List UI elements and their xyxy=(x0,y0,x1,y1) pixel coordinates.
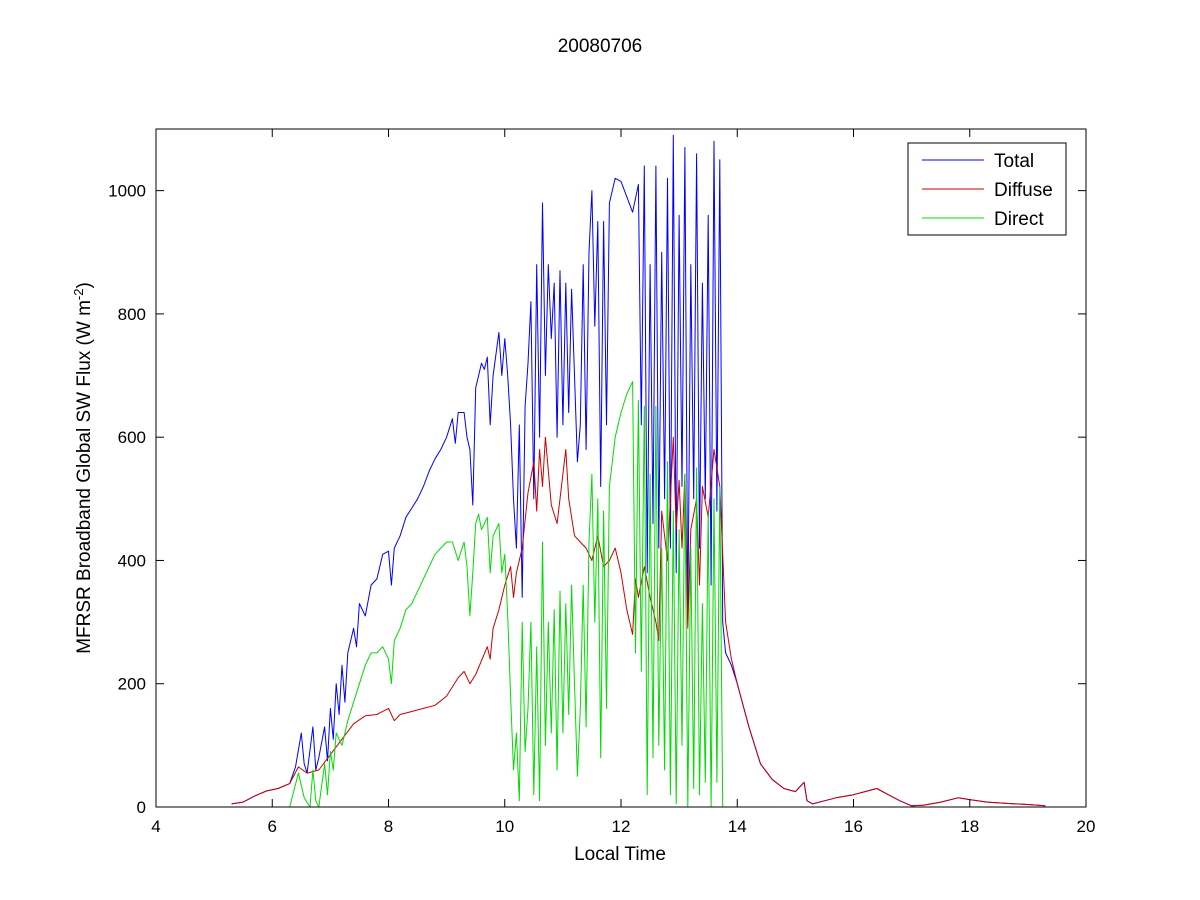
series-line-total xyxy=(231,134,1046,807)
chart-title: 20080706 xyxy=(558,36,643,57)
legend-label-total: Total xyxy=(994,151,1034,172)
x-tick-label: 20 xyxy=(1077,817,1096,836)
series-line-diffuse xyxy=(231,436,1046,807)
y-axis-label: MFRSR Broadband Global SW Flux (W m-2) xyxy=(71,282,95,654)
x-tick-label: 14 xyxy=(728,817,747,836)
x-tick-label: 6 xyxy=(268,817,277,836)
y-tick-label: 400 xyxy=(118,551,146,570)
x-tick-label: 4 xyxy=(151,817,160,836)
x-tick-label: 10 xyxy=(495,817,514,836)
y-tick-label: 600 xyxy=(118,428,146,447)
y-axis-label-suffix: ) xyxy=(74,282,95,288)
plot-area xyxy=(156,129,1086,807)
y-tick-label: 200 xyxy=(118,675,146,694)
y-tick-label: 0 xyxy=(137,798,146,817)
series-layer xyxy=(231,134,1046,808)
legend: Total Diffuse Direct xyxy=(907,142,1067,236)
x-axis-label: Local Time xyxy=(574,844,666,865)
x-tick-label: 18 xyxy=(960,817,979,836)
legend-label-direct: Direct xyxy=(994,209,1044,230)
y-tick-label: 1000 xyxy=(108,182,146,201)
x-tick-label: 8 xyxy=(384,817,393,836)
y-tick-label: 800 xyxy=(118,305,146,324)
series-line-direct xyxy=(231,381,1046,808)
legend-label-diffuse: Diffuse xyxy=(994,180,1053,201)
x-tick-label: 12 xyxy=(612,817,631,836)
y-axis-label-main: MFRSR Broadband Global SW Flux (W m xyxy=(74,300,95,654)
x-tick-label: 16 xyxy=(844,817,863,836)
y-axis-label-superscript: -2 xyxy=(71,289,86,301)
